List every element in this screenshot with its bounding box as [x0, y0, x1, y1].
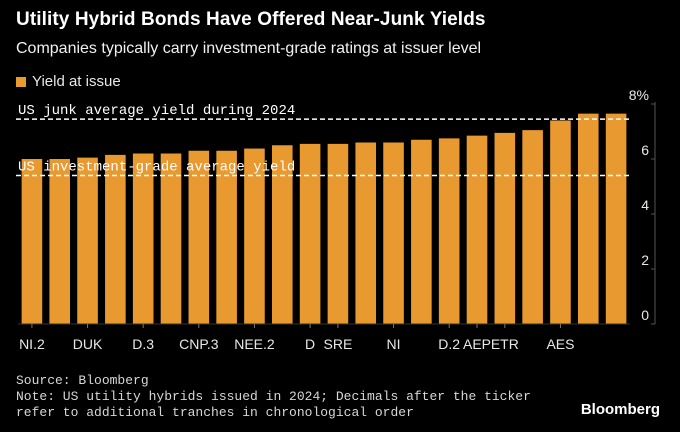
bar: [21, 159, 43, 324]
bar: [438, 138, 460, 325]
bar: [577, 113, 599, 325]
y-tick-label: 0: [641, 307, 649, 323]
source-note: Source: Bloomberg: [16, 373, 149, 388]
x-tick-label: ETR: [491, 336, 519, 352]
x-tick-label: NEE.2: [234, 336, 275, 352]
y-tick-label: 4: [641, 197, 649, 213]
bar: [550, 120, 571, 324]
bar: [605, 113, 627, 325]
bar: [522, 130, 543, 325]
bar: [271, 145, 293, 324]
legend: Yield at issue: [16, 73, 121, 90]
x-tick-label: AES: [546, 336, 574, 352]
bar: [132, 153, 154, 324]
bar: [77, 157, 98, 325]
legend-label: Yield at issue: [32, 73, 121, 90]
reference-line-label: US investment-grade average yield: [18, 160, 295, 176]
x-tick-label: D.3: [132, 336, 154, 352]
bar: [411, 139, 432, 324]
y-tick-label: 2: [641, 252, 649, 268]
bar: [216, 150, 237, 324]
x-tick-label: D.2: [438, 336, 460, 352]
y-tick-label: 6: [641, 142, 649, 158]
bar: [299, 143, 321, 325]
bar: [188, 150, 210, 324]
bar: [327, 143, 349, 325]
bar: [244, 148, 265, 324]
x-tick-label: NI.2: [19, 336, 45, 352]
x-tick-label: CNP.3: [179, 336, 219, 352]
x-tick-label: D: [305, 336, 315, 352]
y-tick-label: 8%: [629, 87, 649, 103]
bar: [160, 153, 182, 324]
reference-line-label: US junk average yield during 2024: [18, 103, 295, 119]
x-tick-label: SRE: [324, 336, 353, 352]
bar: [466, 135, 488, 325]
chart-title: Utility Hybrid Bonds Have Offered Near-J…: [16, 9, 486, 30]
bar: [494, 132, 516, 325]
bar: [49, 159, 71, 324]
bar: [383, 142, 404, 324]
x-tick-label: AEP: [463, 336, 491, 352]
x-tick-label: NI: [387, 336, 401, 352]
footnote: Note: US utility hybrids issued in 2024;…: [16, 389, 531, 420]
bar: [355, 142, 377, 324]
x-tick-label: DUK: [73, 336, 103, 352]
chart-subtitle: Companies typically carry investment-gra…: [16, 40, 482, 57]
chart-footer: Source: Bloomberg Note: US utility hybri…: [16, 373, 536, 421]
bar: [105, 154, 126, 325]
bloomberg-logo: Bloomberg: [580, 401, 660, 418]
legend-swatch: [16, 76, 26, 87]
